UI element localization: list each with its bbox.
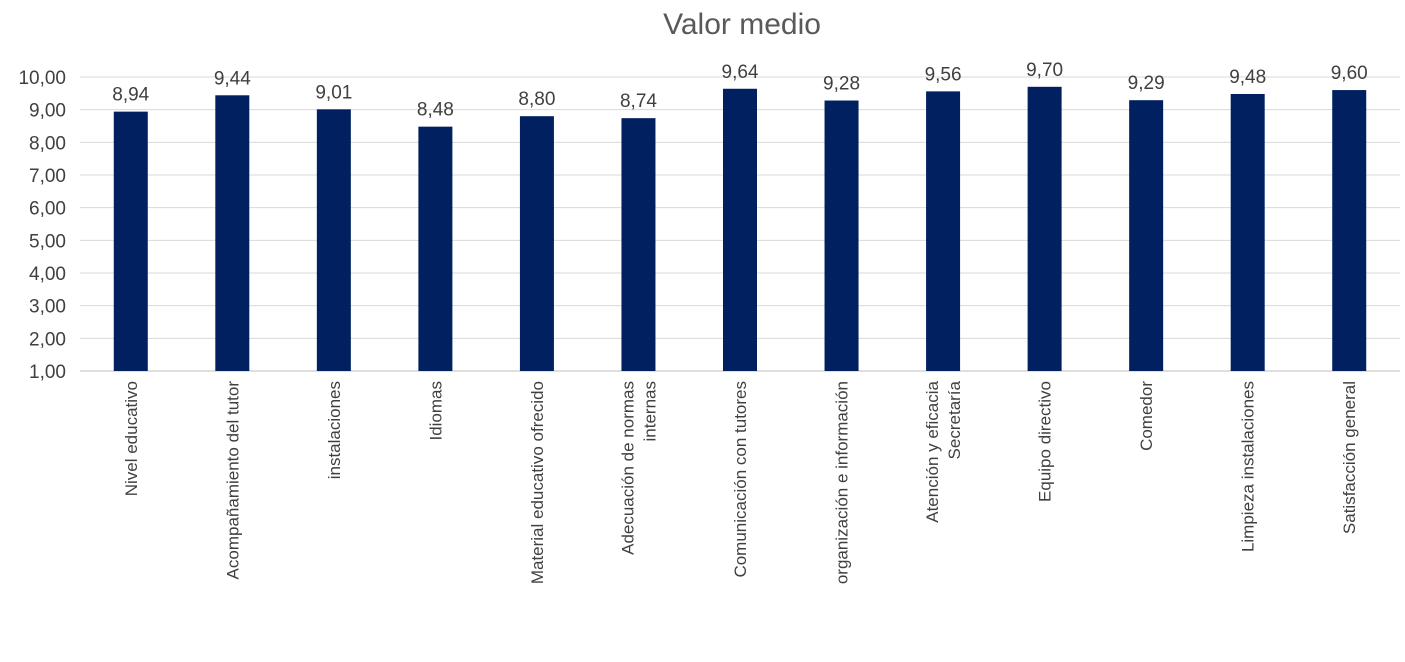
y-tick-label: 6,00 [29,199,66,220]
category-label: Acompañamiento del tutor [223,381,242,580]
bar [113,111,148,372]
data-label: 9,48 [1229,67,1266,88]
category-label-line: organización e información [833,381,852,584]
category-label: instalaciones [325,381,344,479]
y-tick-label: 4,00 [29,264,66,285]
bar [926,91,961,371]
data-label: 9,28 [823,74,860,95]
data-label: 9,29 [1128,73,1165,94]
data-label: 8,80 [518,89,555,110]
bar [1230,93,1265,371]
category-label-line: Idiomas [426,381,445,441]
y-tick-label: 10,00 [18,68,66,89]
bar [621,118,656,371]
bar [824,100,859,372]
bar [1129,100,1164,372]
category-label-line: internas [640,381,659,441]
category-label: Limpieza instalaciones [1239,381,1258,552]
data-label: 8,94 [112,85,149,106]
y-tick-label: 7,00 [29,166,66,187]
bar [316,109,351,371]
bar [723,88,757,371]
data-labels: 8,94 9,44 9,01 8,48 8,80 8,74 9,64 9,28 9,56 9,70… [112,60,1367,121]
category-label: Nivel educativo [122,381,141,496]
x-axis-category-labels: Nivel educativo Acompañamiento del tutor i… [122,380,1359,584]
category-label-line: instalaciones [325,381,344,479]
category-label: organización e información [833,381,852,584]
category-label-line: Adecuación de normas [618,381,637,555]
bars [113,86,1367,372]
data-label: 9,01 [315,82,352,103]
data-label: 9,56 [925,64,962,85]
category-label: Adecuación de normas internas [618,381,659,555]
bar [1027,86,1062,372]
data-label: 9,64 [722,62,759,83]
bar [418,126,453,371]
y-tick-label: 1,00 [29,362,66,383]
category-label: Atención y eficacia Secretaría [923,380,964,522]
data-label: 9,70 [1026,60,1063,81]
data-label: 8,48 [417,100,454,121]
category-label-line: Comedor [1137,381,1156,451]
chart-title: Valor medio [663,8,821,41]
category-label: Idiomas [426,381,445,441]
data-label: 9,44 [214,68,251,89]
category-label: Material educativo ofrecido [528,381,547,584]
y-axis-tick-labels: 1,00 2,00 3,00 4,00 5,00 6,00 7,00 8,00 9,00 10,0… [18,68,66,383]
category-label: Equipo directivo [1036,381,1055,502]
category-label-line: Limpieza instalaciones [1239,381,1258,552]
data-label: 8,74 [620,91,657,112]
category-label-line: Satisfacción general [1340,381,1359,534]
y-tick-label: 3,00 [29,297,66,318]
y-tick-label: 8,00 [29,133,66,154]
category-label: Comunicación con tutores [731,381,750,578]
category-label: Satisfacción general [1340,381,1359,534]
y-tick-label: 2,00 [29,329,66,350]
bar [215,95,250,371]
category-label-line: Secretaría [945,380,964,459]
category-label-line: Atención y eficacia [923,380,942,522]
category-label-line: Acompañamiento del tutor [223,381,242,580]
bar [519,116,554,371]
category-label-line: Nivel educativo [122,381,141,496]
y-tick-label: 5,00 [29,231,66,252]
y-tick-label: 9,00 [29,101,66,122]
category-label: Comedor [1137,381,1156,451]
category-label-line: Material educativo ofrecido [528,381,547,584]
data-label: 9,60 [1331,63,1368,84]
category-label-line: Comunicación con tutores [731,381,750,578]
category-label-line: Equipo directivo [1036,381,1055,502]
bar [1332,90,1367,372]
